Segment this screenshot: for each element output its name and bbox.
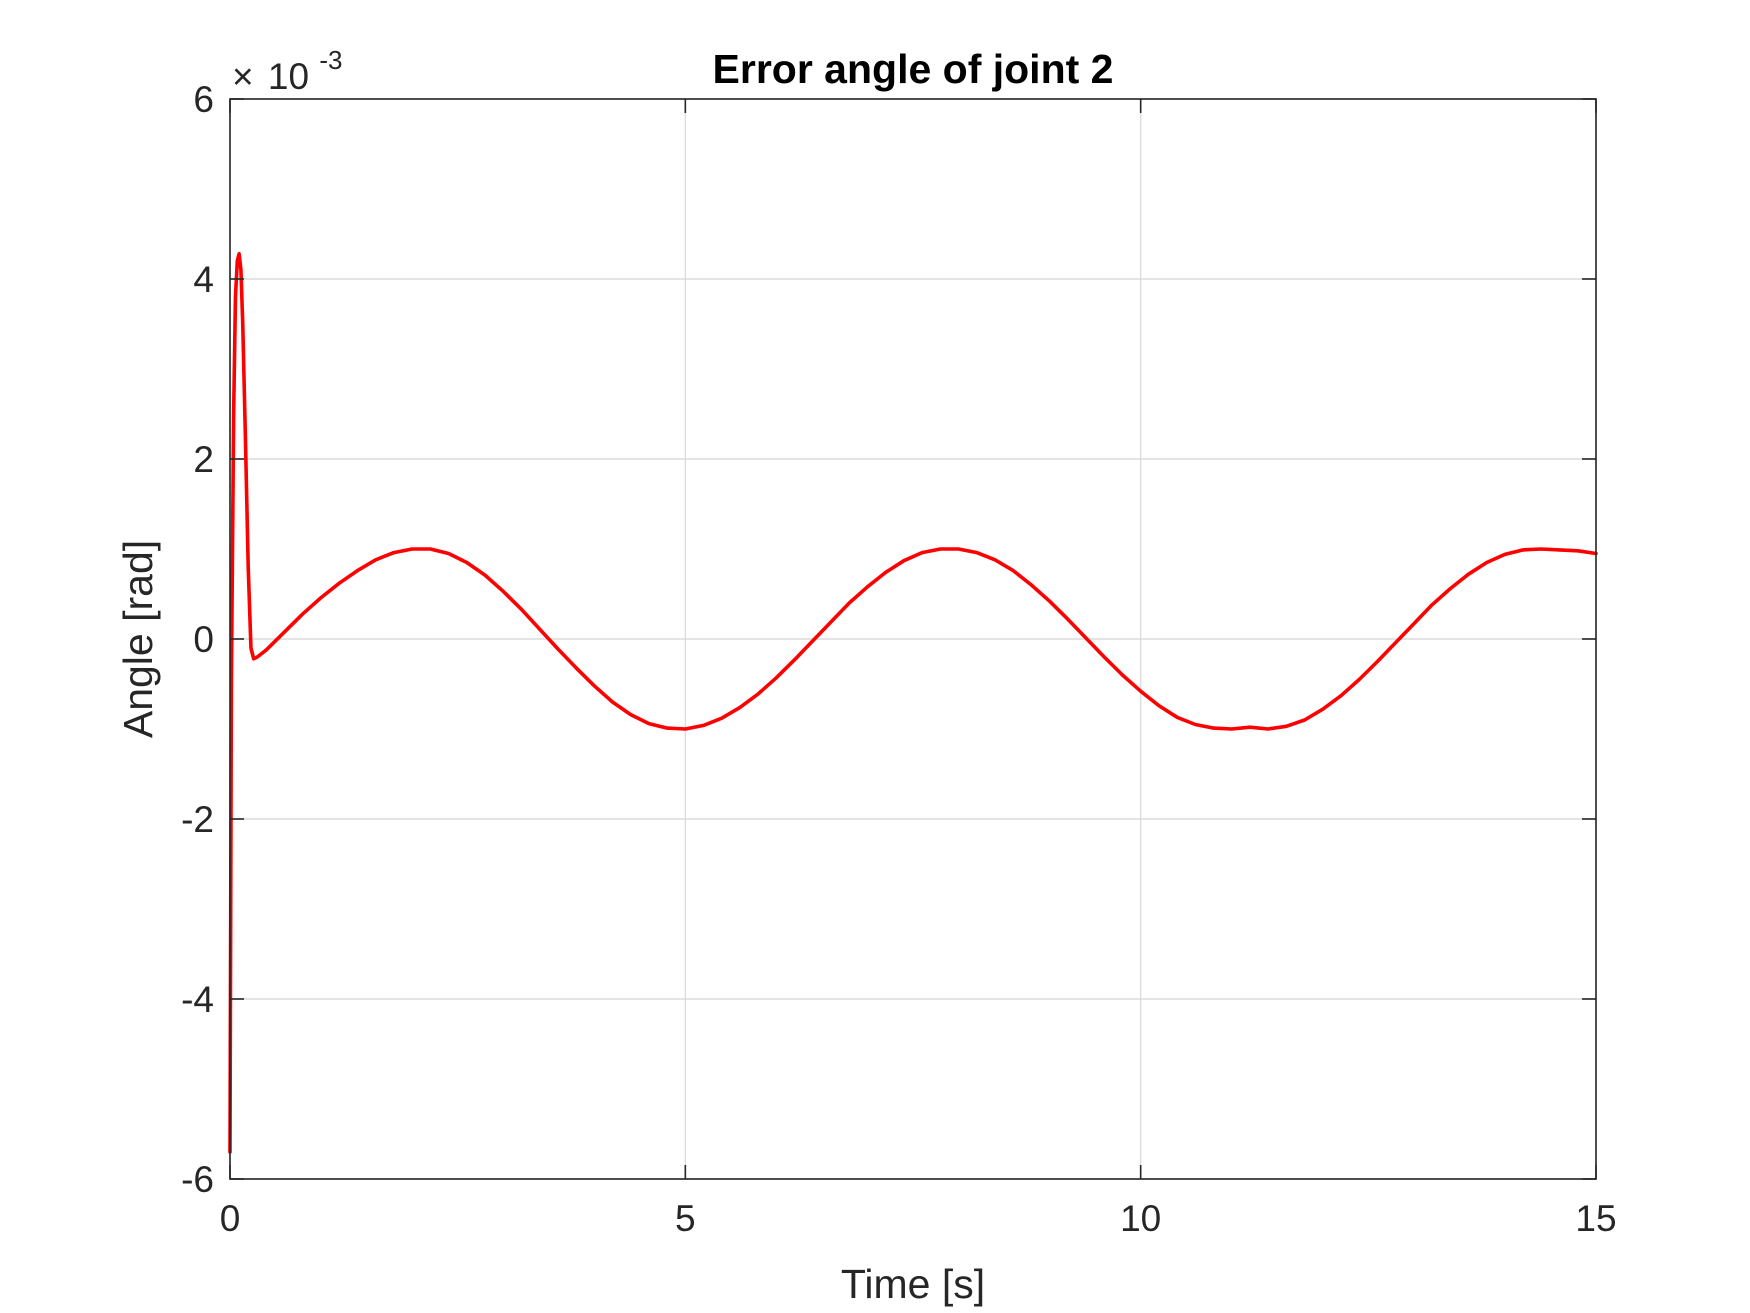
y-axis-label: Angle [rad] — [115, 540, 161, 738]
y-tick-label: -6 — [181, 1159, 214, 1200]
y-exponent-base: 10 — [268, 56, 309, 97]
x-axis-label: Time [s] — [841, 1261, 985, 1307]
y-tick-label: 0 — [193, 619, 214, 660]
x-tick-labels: 0 5 10 15 — [220, 1198, 1617, 1239]
tick-marks — [229, 98, 1597, 1180]
y-exponent-power: -3 — [319, 45, 342, 75]
y-exponent-label: × 10 -3 — [232, 45, 342, 97]
y-tick-labels: -6 -4 -2 0 2 4 6 — [181, 79, 214, 1200]
x-tick-label: 0 — [220, 1198, 241, 1239]
series-line-error-angle — [228, 252, 1598, 1154]
x-tick-label: 5 — [675, 1198, 696, 1239]
chart-title: Error angle of joint 2 — [713, 46, 1114, 92]
y-tick-label: 6 — [193, 79, 214, 120]
series-group — [228, 252, 1598, 1154]
x-tick-label: 15 — [1575, 1198, 1616, 1239]
y-tick-label: 2 — [193, 439, 214, 480]
y-tick-label: -4 — [181, 979, 214, 1020]
y-tick-label: 4 — [193, 259, 214, 300]
x-tick-label: 10 — [1120, 1198, 1161, 1239]
y-tick-label: -2 — [181, 799, 214, 840]
y-exponent-multiplier: × — [232, 56, 254, 97]
